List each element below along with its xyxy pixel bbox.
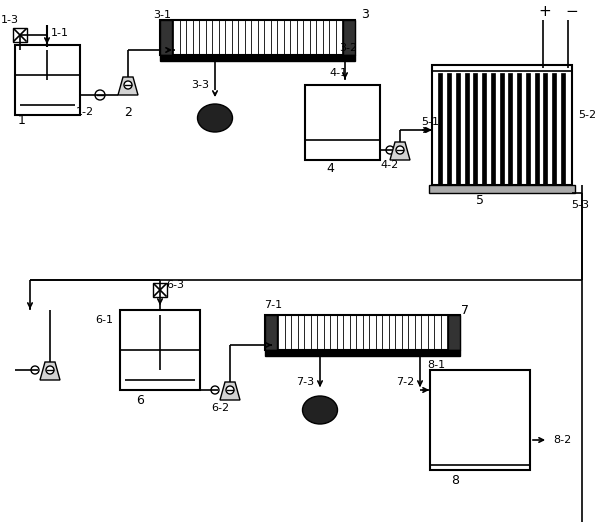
Bar	[432, 65, 572, 185]
Bar	[265, 315, 277, 350]
Bar	[160, 55, 355, 61]
Text: 6: 6	[136, 394, 144, 407]
Bar	[15, 45, 80, 115]
Bar	[456, 73, 460, 185]
Bar	[120, 310, 200, 390]
Text: 5-2: 5-2	[578, 110, 596, 120]
Bar	[508, 73, 512, 185]
Text: 4-2: 4-2	[381, 160, 399, 170]
Text: 3-2: 3-2	[339, 43, 357, 53]
Text: 6-1: 6-1	[95, 315, 113, 325]
Circle shape	[226, 386, 234, 394]
Text: 1-2: 1-2	[76, 107, 94, 117]
Text: 7-3: 7-3	[296, 377, 314, 387]
Text: 4: 4	[326, 161, 334, 174]
Bar	[160, 20, 172, 55]
Circle shape	[124, 81, 132, 89]
Text: 8-1: 8-1	[427, 360, 445, 370]
Text: 5-3: 5-3	[571, 200, 589, 210]
Text: 1-1: 1-1	[51, 28, 69, 38]
Text: 1: 1	[18, 113, 26, 126]
Text: 4-1: 4-1	[329, 68, 347, 78]
Bar	[448, 315, 460, 350]
Circle shape	[396, 146, 404, 154]
Text: 1-3: 1-3	[1, 15, 19, 25]
Circle shape	[46, 366, 54, 374]
Bar	[265, 315, 460, 350]
Polygon shape	[220, 382, 240, 400]
Bar	[552, 73, 556, 185]
Text: 3-3: 3-3	[191, 80, 209, 90]
Text: 6-2: 6-2	[211, 403, 229, 413]
Bar	[517, 73, 521, 185]
Bar	[160, 20, 355, 55]
Bar	[465, 73, 469, 185]
Bar	[430, 370, 530, 470]
Bar	[447, 73, 451, 185]
Bar	[473, 73, 477, 185]
Polygon shape	[40, 362, 60, 380]
Ellipse shape	[302, 396, 338, 424]
Text: 6-3: 6-3	[166, 280, 184, 290]
Text: 7: 7	[461, 303, 469, 316]
Bar	[153, 283, 167, 297]
Bar	[429, 185, 575, 193]
Text: 8-2: 8-2	[553, 435, 571, 445]
Text: 5: 5	[476, 194, 484, 207]
Text: 3: 3	[361, 8, 369, 21]
Text: 3-1: 3-1	[153, 10, 171, 20]
Ellipse shape	[198, 104, 233, 132]
Bar	[491, 73, 495, 185]
Bar	[526, 73, 530, 185]
Text: 7-2: 7-2	[396, 377, 414, 387]
Text: −: −	[566, 5, 578, 19]
Text: 5-1: 5-1	[421, 117, 439, 127]
Polygon shape	[390, 142, 410, 160]
Text: 8: 8	[451, 473, 459, 487]
Bar	[265, 350, 460, 356]
Bar	[13, 28, 27, 42]
Bar	[535, 73, 539, 185]
Bar	[500, 73, 504, 185]
Bar	[343, 20, 355, 55]
Text: +: +	[538, 5, 551, 19]
Bar	[561, 73, 565, 185]
Text: 7-1: 7-1	[264, 300, 282, 310]
Bar	[543, 73, 547, 185]
Text: 2: 2	[124, 105, 132, 118]
Bar	[305, 85, 380, 160]
Bar	[438, 73, 442, 185]
Bar	[482, 73, 486, 185]
Polygon shape	[118, 77, 138, 95]
